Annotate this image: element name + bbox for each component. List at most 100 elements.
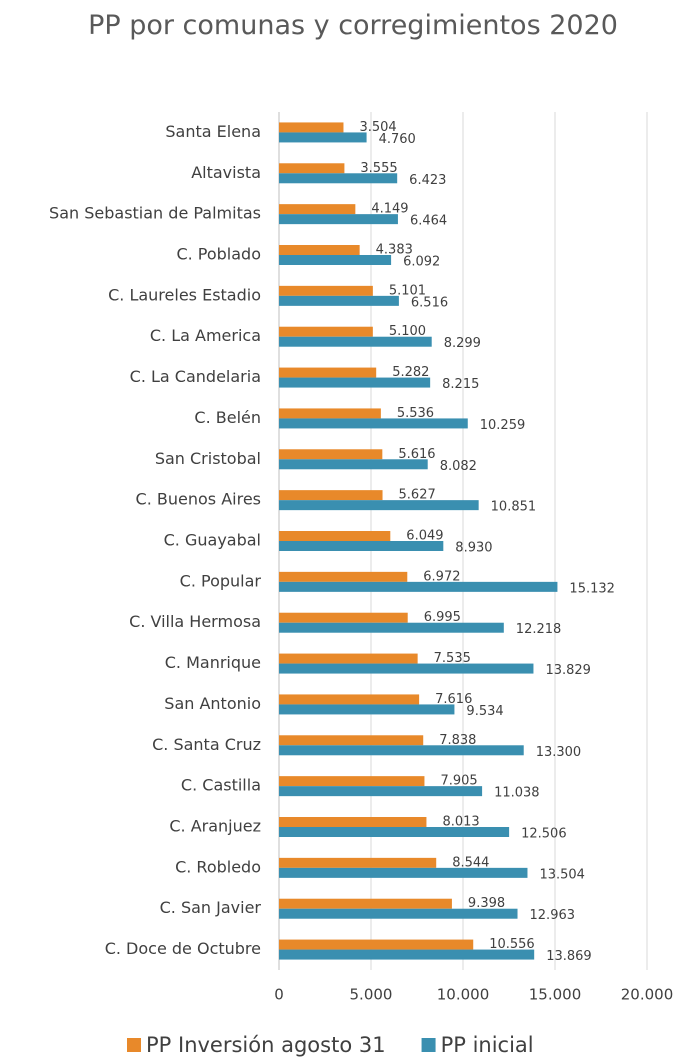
bar [279,173,398,184]
legend-label: PP inicial [441,1033,534,1057]
data-label: 9.398 [468,896,505,911]
data-label: 10.851 [491,500,537,515]
data-label: 5.101 [389,283,426,298]
y-tick-label: C. La America [150,326,261,345]
bar [279,581,558,592]
bar [279,949,535,960]
data-label: 13.869 [546,949,592,964]
data-label: 8.544 [452,855,489,870]
data-label: 6.516 [411,295,448,310]
bar [279,459,428,470]
bar [279,694,420,705]
bar [279,786,483,797]
y-tick-label: Altavista [191,163,261,182]
data-label: 6.995 [424,610,461,625]
bar [279,326,373,337]
bar [279,500,479,511]
y-tick-label: Santa Elena [165,122,261,141]
y-tick-label: C. Santa Cruz [152,735,261,754]
data-label: 6.092 [403,255,440,270]
bar [279,776,425,787]
y-tick-label: C. Aranjuez [169,817,261,836]
y-tick-label: San Antonio [164,694,261,713]
y-tick-label: C. Belén [194,408,261,427]
bar [279,377,431,388]
y-tick-label: C. Castilla [181,776,261,795]
legend-swatch [421,1038,436,1052]
bar [279,908,518,919]
bar [279,336,432,347]
bar [279,653,418,664]
bar [279,541,444,551]
data-label: 7.616 [435,692,472,707]
data-label: 4.383 [376,243,413,258]
y-tick-label: C. Laureles Estadio [108,285,261,304]
data-label: 6.423 [409,173,446,188]
x-tick-label: 15.000 [529,986,582,1004]
bar [279,163,345,174]
bar [279,571,408,582]
data-label: 5.536 [397,406,434,421]
data-label: 7.838 [439,733,476,748]
data-label: 5.616 [398,447,435,462]
data-label: 13.300 [536,745,582,760]
bar [279,295,399,306]
bar [279,817,427,827]
bar [279,939,474,950]
bar [279,663,534,674]
bar [279,745,524,756]
data-label: 12.506 [521,827,567,842]
legend-label: PP Inversión agosto 31 [146,1033,386,1057]
bar [279,827,510,837]
data-label: 7.905 [440,774,477,789]
data-label: 5.282 [392,365,429,380]
data-label: 12.963 [530,908,576,923]
data-label: 7.535 [434,651,471,666]
x-tick-label: 5.000 [350,986,393,1004]
y-tick-label: C. Manrique [165,653,261,672]
bar [279,735,424,746]
bar [279,122,344,133]
bar [279,214,398,225]
bar [279,418,468,429]
bar [279,531,391,541]
bar [279,245,360,255]
x-tick-label: 10.000 [437,986,490,1004]
y-tick-label: C. La Candelaria [130,367,261,386]
data-label: 9.534 [466,704,503,719]
y-tick-label: C. Popular [180,571,262,590]
bar [279,204,356,215]
y-tick-label: C. Doce de Octubre [105,939,261,958]
bar [279,612,408,623]
data-label: 13.829 [545,663,591,678]
data-label: 15.132 [569,581,615,596]
data-label: 11.038 [494,786,540,801]
data-label: 8.082 [440,459,477,474]
bar [279,367,377,378]
y-tick-label: C. Poblado [176,245,261,264]
bar [279,255,392,265]
bar [279,857,437,868]
bar [279,622,504,633]
data-label: 6.049 [406,529,443,544]
data-label: 3.504 [359,120,396,135]
chart-title: PP por comunas y corregimientos 2020 [88,10,618,41]
data-label: 8.013 [442,815,479,830]
data-label: 8.299 [444,336,481,351]
data-label: 13.504 [539,867,585,882]
x-tick-label: 20.000 [621,986,674,1004]
data-label: 3.555 [360,161,397,176]
y-tick-label: San Sebastian de Palmitas [49,204,261,223]
bar [279,408,381,419]
data-label: 8.215 [442,377,479,392]
bar [279,867,528,878]
data-label: 5.627 [399,488,436,503]
y-tick-label: C. Buenos Aires [136,490,261,509]
bar [279,704,455,715]
data-label: 8.930 [455,541,492,556]
data-label: 10.556 [489,937,535,952]
data-label: 4.760 [379,132,416,147]
y-tick-label: San Cristobal [155,449,261,468]
